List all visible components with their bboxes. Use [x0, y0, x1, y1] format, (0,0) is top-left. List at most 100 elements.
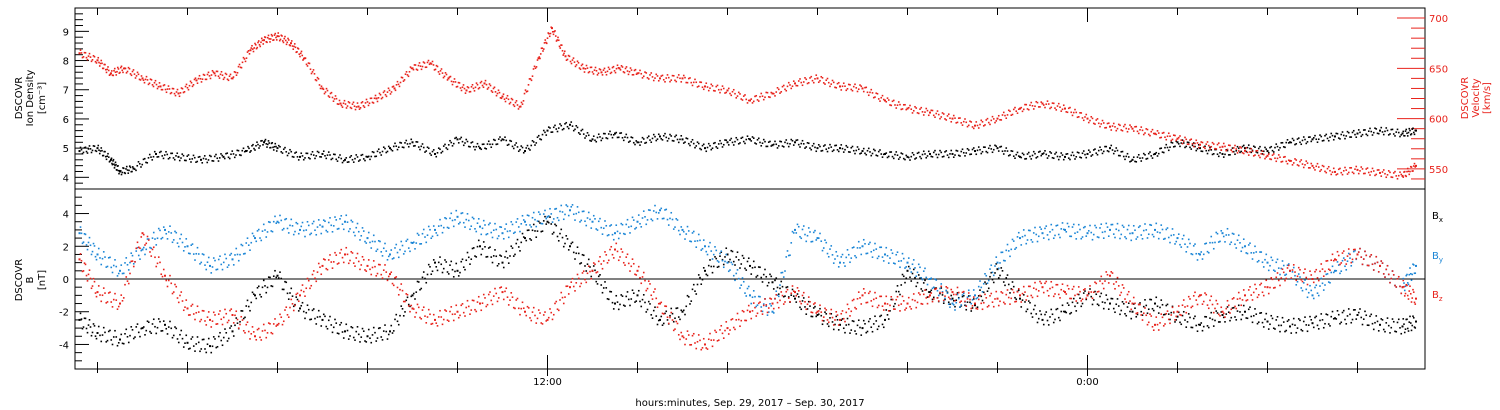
data-point-fill [694, 290, 696, 292]
data-point-fill [92, 54, 95, 57]
data-point-fill [336, 228, 339, 230]
data-point-fill [891, 252, 894, 255]
data-point-fill [376, 100, 379, 103]
data-point-fill [530, 239, 533, 241]
data-point-fill [540, 222, 543, 225]
data-point-fill [1057, 316, 1060, 319]
data-point-fill [1134, 160, 1136, 163]
data-point-fill [373, 97, 376, 100]
data-point-fill [877, 98, 880, 100]
data-point-fill [1092, 122, 1095, 125]
data-point-fill [637, 141, 640, 144]
data-point [816, 147, 819, 150]
data-point-fill [315, 233, 318, 236]
data-point-fill [1076, 116, 1079, 119]
data-point-fill [360, 154, 363, 157]
data-point-fill [1292, 139, 1295, 142]
data-point-fill [1250, 315, 1253, 318]
data-point-fill [1296, 164, 1299, 166]
data-point-fill [289, 148, 291, 151]
data-point-fill [251, 44, 253, 47]
data-point-fill [1282, 264, 1285, 267]
data-point-fill [836, 255, 839, 257]
data-point-fill [1394, 170, 1396, 173]
data-point-fill [732, 274, 735, 277]
data-point-fill [957, 154, 960, 157]
data-point-fill [500, 139, 503, 142]
data-point-fill [702, 143, 705, 146]
data-point-fill [290, 40, 293, 42]
data-point-fill [744, 292, 746, 294]
data-point-fill [125, 328, 128, 331]
data-point-fill [876, 155, 879, 157]
data-point-fill [224, 308, 226, 311]
data-point-fill [1381, 131, 1384, 133]
data-point-fill [1180, 323, 1183, 326]
data-point-fill [1267, 269, 1270, 272]
data-point-fill [439, 70, 442, 72]
data-point-fill [98, 152, 101, 155]
data-point-fill [995, 145, 998, 148]
data-point-fill [1114, 126, 1116, 128]
data-point-fill [1136, 313, 1139, 316]
data-point-fill [81, 242, 84, 245]
data-point-fill [1105, 126, 1108, 129]
data-point-fill [655, 315, 658, 317]
data-point-fill [79, 253, 82, 255]
data-point-fill [900, 152, 903, 154]
data-point-fill [1241, 246, 1244, 249]
data-point-fill [699, 147, 701, 150]
data-point-fill [568, 55, 571, 58]
data-point-fill [720, 88, 723, 91]
data-point-fill [222, 78, 225, 81]
data-point-fill [415, 68, 418, 71]
data-point-fill [1249, 306, 1251, 309]
data-point-fill [969, 153, 971, 156]
data-point-fill [490, 90, 493, 92]
data-point-fill [595, 140, 598, 143]
data-point-fill [911, 263, 914, 266]
data-point-fill [1367, 130, 1370, 132]
data-point-fill [837, 266, 840, 268]
data-point-fill [248, 53, 251, 55]
data-point-fill [746, 102, 749, 104]
data-point [231, 314, 234, 316]
data-point-fill [1215, 310, 1218, 312]
data-point-fill [1357, 172, 1360, 175]
data-point-fill [282, 41, 285, 44]
data-point-fill [834, 258, 836, 260]
data-point-fill [1177, 136, 1180, 139]
data-point-fill [1030, 158, 1033, 160]
data-point-fill [264, 138, 267, 141]
data-point-fill [897, 158, 900, 160]
data-point-fill [867, 243, 870, 246]
data-point-fill [1116, 127, 1119, 130]
data-point-fill [761, 281, 764, 283]
data-point-fill [284, 146, 286, 149]
data-point-fill [810, 315, 813, 318]
data-point-fill [130, 260, 133, 263]
data-point-fill [137, 254, 140, 257]
data-point-fill [295, 296, 298, 298]
data-point-fill [999, 118, 1001, 121]
data-point-fill [430, 323, 433, 325]
data-point-fill [1071, 226, 1074, 228]
data-point-fill [701, 247, 704, 250]
data-point-fill [761, 95, 764, 98]
data-point-fill [1112, 152, 1115, 155]
data-point-fill [1184, 243, 1186, 246]
data-point-fill [271, 230, 274, 233]
data-point-fill [405, 293, 408, 295]
data-point-fill [282, 320, 285, 323]
data-point-fill [1060, 310, 1063, 313]
data-point-fill [145, 329, 148, 332]
data-point-fill [120, 173, 123, 176]
data-point-fill [1316, 141, 1319, 144]
data-point-fill [496, 264, 499, 267]
data-point-fill [268, 38, 271, 40]
data-point-fill [900, 260, 903, 262]
data-point-fill [378, 92, 381, 95]
data-point-fill [1159, 136, 1161, 139]
data-point-fill [1285, 160, 1288, 163]
data-point-fill [519, 230, 521, 233]
